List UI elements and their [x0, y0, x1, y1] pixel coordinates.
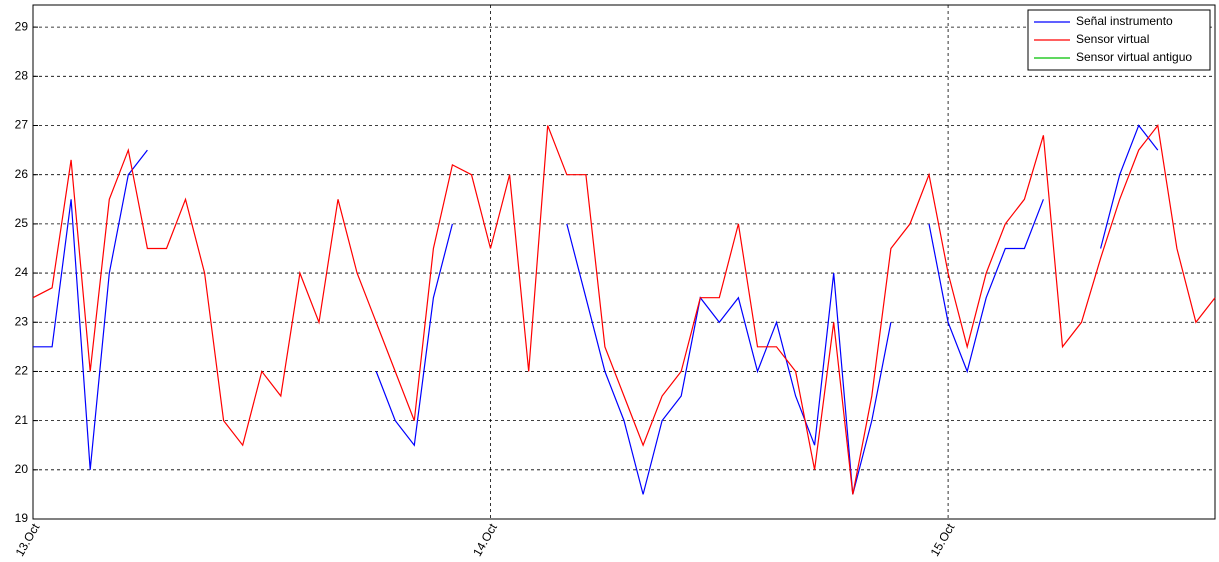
legend-label: Sensor virtual: [1076, 32, 1149, 46]
y-tick-label: 19: [15, 511, 29, 525]
y-tick-label: 21: [15, 413, 29, 427]
y-tick-label: 28: [15, 68, 29, 82]
x-tick-label: 13.Oct: [13, 521, 43, 559]
y-tick-label: 23: [15, 314, 29, 328]
y-tick-label: 22: [15, 364, 29, 378]
y-tick-label: 25: [15, 216, 29, 230]
y-tick-label: 20: [15, 462, 29, 476]
x-tick-label: 14.Oct: [470, 521, 500, 559]
legend-label: Sensor virtual antiguo: [1076, 50, 1192, 64]
x-tick-label: 15.Oct: [928, 521, 958, 559]
y-tick-label: 29: [15, 19, 29, 33]
y-tick-label: 26: [15, 167, 29, 181]
y-tick-label: 27: [15, 118, 29, 132]
data-line: [32, 124, 1216, 495]
plot-area: [32, 4, 1216, 520]
legend-label: Señal instrumento: [1076, 14, 1173, 28]
y-tick-label: 24: [15, 265, 29, 279]
